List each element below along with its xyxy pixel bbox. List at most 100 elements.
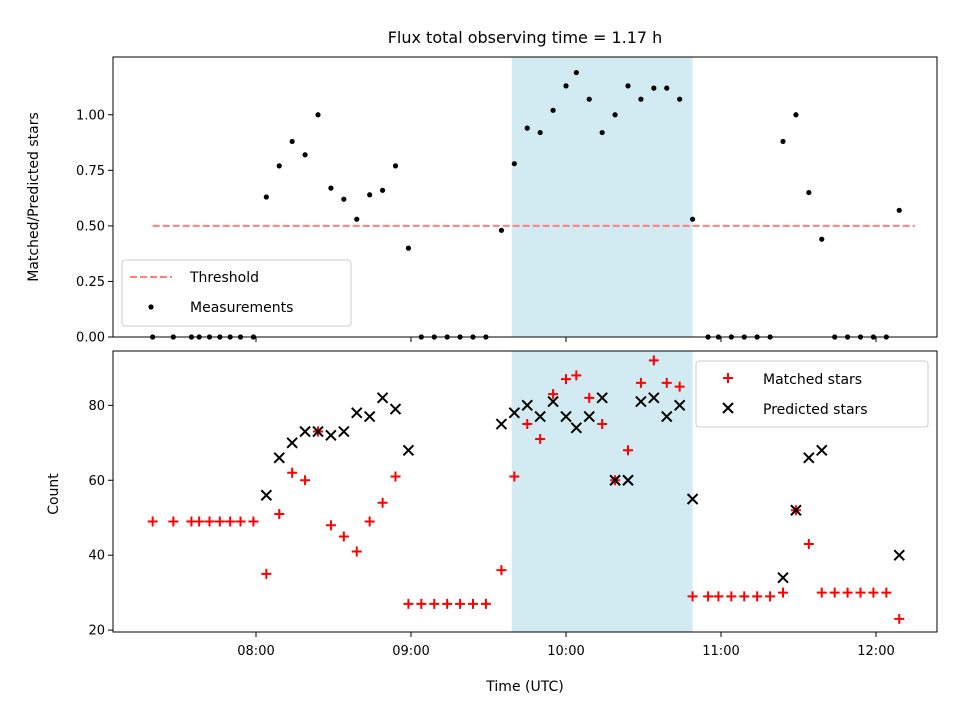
legend-measurements-swatch (148, 304, 154, 310)
bottom-y-tick-label: 40 (88, 549, 105, 564)
matched-star-point (390, 471, 401, 482)
predicted-star-point (673, 399, 686, 412)
matched-star-point (274, 508, 285, 519)
measurement-point (689, 216, 696, 222)
predicted-star-point (560, 410, 572, 423)
x-axis-label: Time (UTC) (485, 679, 563, 695)
measurement-point (276, 163, 282, 169)
bottom-y-axis-label: Count (46, 473, 62, 515)
predicted-star-point (402, 444, 415, 456)
legend-predicted-label: Predicted stars (763, 402, 868, 418)
bottom-legend-box (695, 360, 929, 428)
matched-star-point (147, 516, 158, 527)
measurement-point (392, 163, 399, 169)
predicted-star-point (338, 425, 350, 438)
measurement-point (612, 112, 618, 118)
matched-star-point (661, 377, 672, 388)
bottom-axes-frame (112, 350, 938, 633)
measurement-point (625, 83, 631, 89)
matched-star-point (739, 591, 750, 602)
predicted-star-point (622, 474, 634, 486)
predicted-star-point (273, 452, 285, 464)
top-legend: Threshold Measurements (121, 259, 352, 327)
matched-star-point (364, 516, 375, 527)
predicted-star-point (508, 407, 521, 419)
measurement-point (573, 69, 579, 76)
measurement-point (677, 96, 683, 102)
matched-star-point (194, 516, 205, 527)
predicted-star-point (299, 425, 311, 438)
predicted-star-point (260, 489, 273, 501)
matched-star-point (377, 497, 388, 508)
matched-star-point (803, 538, 814, 549)
bottom-panel: 20 40 60 80 08:00 09:00 10:00 11:00 12:00 (88, 350, 938, 659)
predicted-star-point (570, 422, 583, 434)
measurement-point (896, 207, 902, 213)
measurement-point (819, 236, 825, 242)
predicted-star-point (686, 493, 699, 505)
measurement-point (379, 187, 386, 193)
measurement-point (511, 161, 517, 167)
matched-star-point (351, 546, 362, 557)
predicted-star-point (547, 395, 559, 408)
bottom-y-tick-label: 80 (88, 399, 105, 414)
x-tick-label: 09:00 (392, 644, 429, 659)
matched-star-point (778, 587, 788, 598)
top-highlight-band (511, 57, 693, 337)
matched-star-point (703, 591, 714, 602)
matched-star-point (571, 370, 582, 381)
measurement-point (367, 192, 373, 198)
measurement-point (289, 138, 295, 145)
matched-star-point (287, 467, 298, 478)
top-y-tick-label: 0.50 (76, 219, 105, 234)
predicted-star-point (893, 549, 905, 561)
matched-star-point (881, 587, 892, 598)
matched-star-point (894, 613, 905, 624)
predicted-star-point (583, 410, 595, 423)
figure-title: Flux total observing time = 1.17 h (388, 28, 663, 47)
predicted-star-point (648, 392, 660, 404)
predicted-star-point (325, 429, 337, 442)
matched-star-point (496, 565, 507, 576)
measurement-point (302, 152, 308, 158)
measurement-point (664, 85, 670, 91)
measurement-point (354, 216, 360, 222)
matched-star-point (168, 516, 179, 527)
matched-star-point (325, 520, 336, 531)
measurement-point (263, 194, 269, 200)
measurement-point (780, 138, 786, 145)
bottom-series-x (260, 392, 905, 584)
matched-star-point (225, 516, 236, 527)
predicted-star-point (816, 444, 828, 456)
top-axes-frame (112, 56, 938, 338)
predicted-star-point (596, 392, 608, 404)
x-tick-label: 12:00 (857, 644, 894, 659)
measurement-point (315, 112, 321, 118)
predicted-star-point (389, 403, 402, 415)
matched-star-point (403, 598, 414, 609)
measurement-point (793, 112, 799, 118)
matched-star-point (855, 587, 866, 598)
predicted-star-point (790, 504, 802, 516)
legend-predicted-swatch (722, 402, 734, 414)
matched-star-point (623, 445, 633, 456)
matched-star-point (713, 591, 724, 602)
matched-star-point (300, 475, 311, 486)
top-y-axis-label: Matched/Predicted stars (26, 112, 42, 282)
bottom-series-plus (147, 355, 905, 624)
matched-star-point (248, 516, 259, 527)
predicted-star-point (376, 392, 389, 404)
matched-star-point (522, 419, 533, 430)
measurement-point (651, 85, 657, 91)
predicted-star-point (635, 395, 647, 408)
matched-star-point (584, 392, 595, 403)
matched-star-point (687, 591, 698, 602)
legend-matched-swatch (723, 373, 733, 383)
bottom-y-tick-label: 20 (88, 624, 105, 639)
matched-star-point (429, 598, 440, 609)
measurement-point (599, 129, 605, 136)
bottom-highlight-band (511, 351, 693, 632)
x-tick-label: 10:00 (547, 644, 584, 659)
matched-star-point (829, 587, 840, 598)
